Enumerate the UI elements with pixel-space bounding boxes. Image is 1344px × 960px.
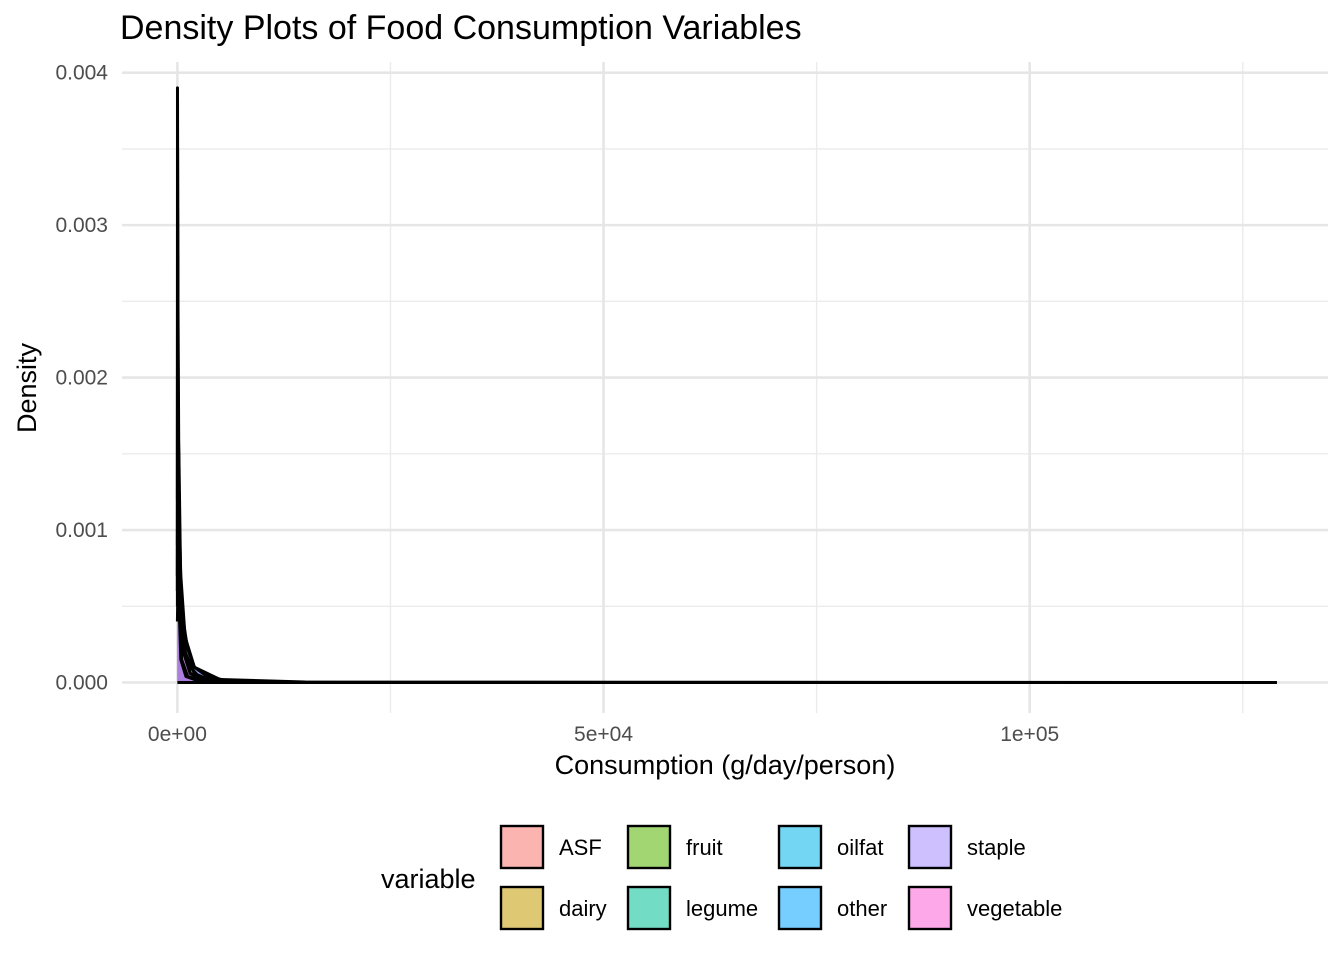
density-line-staple — [175, 566, 280, 685]
legend-item-legume: legume — [626, 885, 758, 931]
x-tick-label: 1e+05 — [1000, 723, 1059, 746]
x-tick-label: 5e+04 — [574, 723, 633, 746]
density-area-vegetable — [177, 255, 255, 683]
y-tick-label: 0.001 — [55, 519, 108, 542]
legend-swatch-oilfat — [777, 824, 823, 870]
legend-label-oilfat: oilfat — [837, 835, 883, 860]
legend-label-fruit: fruit — [686, 835, 723, 860]
chart-title: Density Plots of Food Consumption Variab… — [120, 9, 802, 47]
legend-swatch-dairy — [499, 885, 545, 931]
legend-swatch-vegetable — [907, 885, 953, 931]
legend-item-oilfat: oilfat — [777, 824, 883, 870]
y-tick-label: 0.002 — [55, 367, 108, 390]
legend-swatch-legume — [626, 885, 672, 931]
density-line-oilfat — [175, 86, 229, 685]
x-axis-title: Consumption (g/day/person) — [555, 750, 896, 780]
y-tick-label: 0.003 — [55, 214, 108, 237]
legend-swatch-staple — [907, 824, 953, 870]
legend-label-other: other — [837, 896, 887, 921]
density-line-other — [175, 437, 1277, 685]
density-line-asf — [175, 345, 348, 685]
density-area-other — [177, 438, 1277, 683]
y-tick-label: 0.000 — [55, 672, 108, 695]
density-line-dairy — [175, 147, 246, 685]
density-line-fruit — [175, 208, 263, 685]
legend-swatch-fruit — [626, 824, 672, 870]
legend-label-dairy: dairy — [559, 896, 607, 921]
density-area-legume — [177, 103, 238, 683]
legend-label-staple: staple — [967, 835, 1026, 860]
density-line-legume — [175, 101, 238, 685]
grid-layer — [122, 62, 1328, 713]
density-areas — [177, 87, 1277, 683]
legend-swatch-asf — [499, 824, 545, 870]
legend: variable ASF dairy fruit legume oilfat other s… — [381, 824, 1062, 931]
legend-label-legume: legume — [686, 896, 758, 921]
legend-label-asf: ASF — [559, 835, 602, 860]
density-area-asf — [177, 347, 348, 683]
density-area-oilfat — [177, 87, 229, 683]
legend-item-vegetable: vegetable — [907, 885, 1062, 931]
axis-ticks: 0e+00 5e+04 1e+05 0.000 0.001 0.002 0.003 0.004 — [55, 62, 1059, 746]
y-tick-label: 0.004 — [55, 62, 108, 85]
legend-item-dairy: dairy — [499, 885, 607, 931]
legend-item-staple: staple — [907, 824, 1026, 870]
x-tick-label: 0e+00 — [148, 723, 207, 746]
density-line-vegetable — [175, 254, 255, 685]
legend-title: variable — [381, 864, 476, 894]
legend-item-other: other — [777, 885, 887, 931]
y-axis-title: Density — [12, 342, 42, 433]
legend-label-vegetable: vegetable — [967, 896, 1062, 921]
density-lines — [175, 86, 1277, 685]
density-area-dairy — [177, 148, 246, 683]
legend-item-fruit: fruit — [626, 824, 723, 870]
legend-swatch-other — [777, 885, 823, 931]
density-area-fruit — [177, 209, 263, 683]
legend-item-asf: ASF — [499, 824, 602, 870]
